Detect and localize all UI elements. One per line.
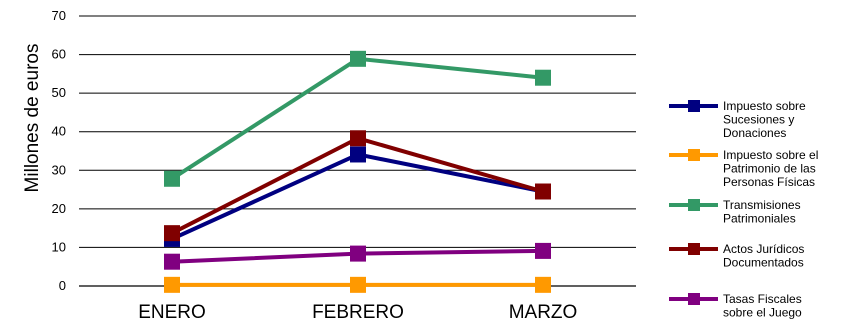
- data-point: [350, 245, 366, 262]
- legend-entry: Tasas Fiscales: [723, 292, 802, 306]
- data-point: [535, 276, 551, 293]
- legend-entry: Donaciones: [723, 126, 786, 140]
- y-tick-label: 20: [52, 201, 66, 216]
- legend-swatch-marker: [688, 100, 700, 112]
- data-point: [164, 225, 180, 242]
- data-point: [164, 253, 180, 270]
- y-tick-label: 70: [52, 8, 66, 23]
- legend-entry: Sucesiones y: [723, 113, 794, 127]
- legend-entry: Actos Jurídicos: [723, 242, 804, 256]
- y-tick-label: 50: [52, 85, 66, 100]
- x-tick-label: FEBRERO: [312, 302, 404, 323]
- legend-entry: Transmisiones: [723, 198, 801, 212]
- y-axis-title: Millones de euros: [22, 44, 43, 193]
- x-tick-label: ENERO: [138, 302, 206, 323]
- data-point: [350, 276, 366, 293]
- y-tick-label: 30: [52, 162, 66, 177]
- legend-entry: Impuesto sobre: [723, 99, 806, 113]
- legend-entry: Personas Físicas: [723, 175, 815, 189]
- legend-swatch-marker: [688, 243, 700, 255]
- data-point: [535, 242, 551, 259]
- y-tick-label: 60: [52, 47, 66, 62]
- legend-swatch-marker: [688, 149, 700, 161]
- data-point: [350, 146, 366, 163]
- y-tick-label: 10: [52, 239, 66, 254]
- series-line: [171, 152, 544, 241]
- y-tick-label: 0: [59, 278, 66, 293]
- data-point: [350, 130, 366, 147]
- data-point: [535, 183, 551, 200]
- legend-swatch-marker: [688, 199, 700, 211]
- legend-entry: Impuesto sobre el: [723, 148, 818, 162]
- legend-entry: Documentados: [723, 256, 804, 270]
- x-tick-label: MARZO: [509, 302, 578, 323]
- legend-entry: Patrimoniales: [723, 212, 796, 226]
- data-point: [535, 69, 551, 86]
- data-point: [164, 276, 180, 293]
- legend-swatch-marker: [688, 293, 700, 305]
- data-point: [164, 170, 180, 187]
- y-tick-label: 40: [52, 124, 66, 139]
- legend-entry: Patrimonio de las: [723, 162, 816, 176]
- data-point: [350, 50, 366, 67]
- legend-entry: sobre el Juego: [723, 306, 802, 320]
